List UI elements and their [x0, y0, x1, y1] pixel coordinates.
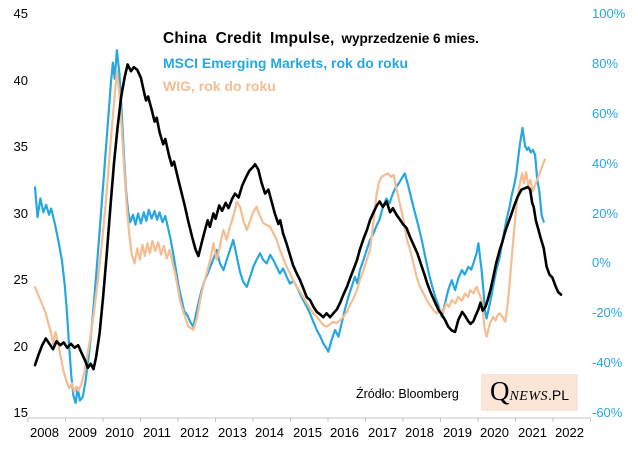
chart-title: China Credit Impulse, wyprzedzenie 6 mie… — [163, 30, 479, 48]
y-axis-left-label: 30 — [13, 206, 28, 221]
y-axis-left-label: 45 — [13, 6, 28, 21]
x-axis-label: 2012 — [180, 425, 209, 440]
x-axis-label: 2013 — [218, 425, 247, 440]
wig-line — [33, 70, 546, 393]
source-label: Źródło: Bloomberg — [356, 387, 459, 401]
y-axis-right-label: 20% — [592, 206, 619, 221]
y-axis-left-label: 40 — [13, 73, 28, 88]
y-axis-right-label: 0% — [592, 255, 611, 270]
msci-em-line — [33, 49, 545, 405]
y-axis-left-label: 20 — [13, 339, 28, 354]
y-axis-left-label: 35 — [13, 139, 28, 154]
qnews-logo: Q NEWS .PL — [481, 374, 578, 411]
legend-msci-label: MSCI Emerging Markets, rok do roku — [163, 55, 409, 71]
y-axis-right-label: 40% — [592, 156, 619, 171]
y-axis-right-label: -60% — [592, 405, 623, 420]
legend-wig-label: WIG, rok do roku — [163, 78, 276, 94]
x-axis-label: 2018 — [405, 425, 434, 440]
x-axis-label: 2010 — [105, 425, 134, 440]
y-axis-right-label: 60% — [592, 106, 619, 121]
x-axis-label: 2021 — [518, 425, 547, 440]
x-axis-label: 2016 — [330, 425, 359, 440]
x-axis-label: 2011 — [143, 425, 171, 440]
x-axis-label: 2022 — [555, 425, 584, 440]
chart-title-main: China Credit Impulse, — [163, 30, 335, 47]
logo-q: Q — [489, 376, 510, 406]
y-axis-left-label: 15 — [13, 405, 28, 420]
y-axis-right-label: -40% — [592, 355, 623, 370]
x-axis-label: 2019 — [443, 425, 472, 440]
x-axis-label: 2008 — [30, 425, 59, 440]
logo-pl: .PL — [548, 387, 570, 403]
y-axis-right-label: 100% — [592, 6, 626, 21]
chart-title-suffix: wyprzedzenie 6 mies. — [341, 31, 479, 46]
x-axis-label: 2020 — [480, 425, 509, 440]
y-axis-right-label: 80% — [592, 56, 619, 71]
logo-news: NEWS — [509, 389, 549, 404]
x-axis-label: 2015 — [293, 425, 322, 440]
china-credit-impulse-line — [33, 63, 563, 371]
y-axis-right-label: -20% — [592, 305, 623, 320]
x-axis-label: 2009 — [68, 425, 97, 440]
x-axis-label: 2014 — [255, 425, 284, 440]
x-axis-label: 2017 — [368, 425, 397, 440]
y-axis-left-label: 25 — [13, 272, 28, 287]
